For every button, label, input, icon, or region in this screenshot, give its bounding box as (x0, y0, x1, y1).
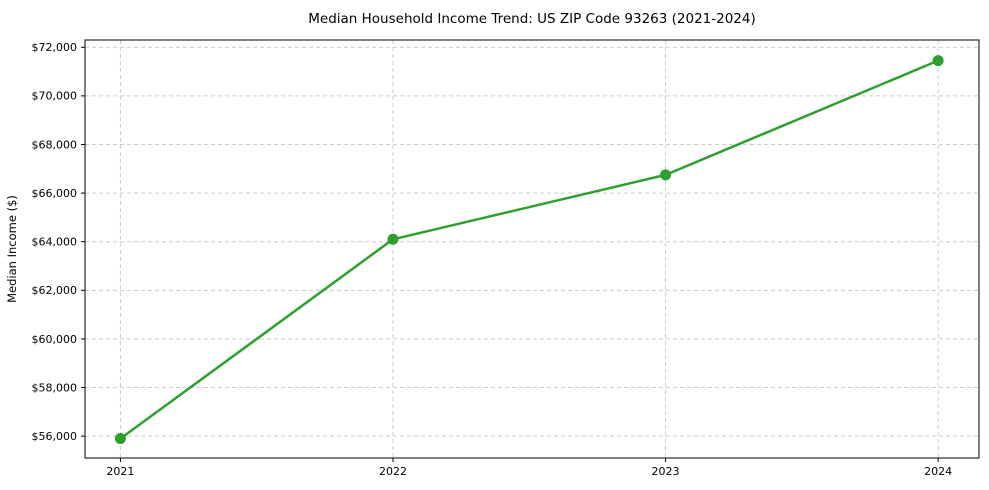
y-tick-label: $72,000 (32, 41, 78, 54)
grid-layer (85, 40, 979, 458)
y-tick-label: $56,000 (32, 430, 78, 443)
plot-border (84, 39, 980, 459)
data-point (387, 233, 399, 245)
data-point (114, 433, 126, 445)
y-axis-label: Median Income ($) (5, 195, 19, 303)
chart-title: Median Household Income Trend: US ZIP Co… (308, 11, 756, 27)
x-tick-label: 2022 (379, 465, 407, 478)
trend-line (119, 59, 940, 440)
data-point (660, 169, 672, 181)
y-tick-label: $68,000 (32, 138, 78, 151)
y-tick-label: $70,000 (32, 90, 78, 103)
x-tick-label: 2021 (106, 465, 134, 478)
y-tick-label: $58,000 (32, 381, 78, 394)
y-tick-label: $64,000 (32, 236, 78, 249)
data-point (932, 55, 944, 67)
axes-layer: $56,000 $58,000 $60,000 $62,000 $64,000 $66,0… (32, 39, 980, 478)
y-tick-label: $66,000 (32, 187, 78, 200)
y-tick-label: $60,000 (32, 333, 78, 346)
x-tick-label: 2024 (924, 465, 952, 478)
y-tick-label: $62,000 (32, 284, 78, 297)
series-layer (114, 55, 944, 445)
x-tick-label: 2023 (652, 465, 680, 478)
